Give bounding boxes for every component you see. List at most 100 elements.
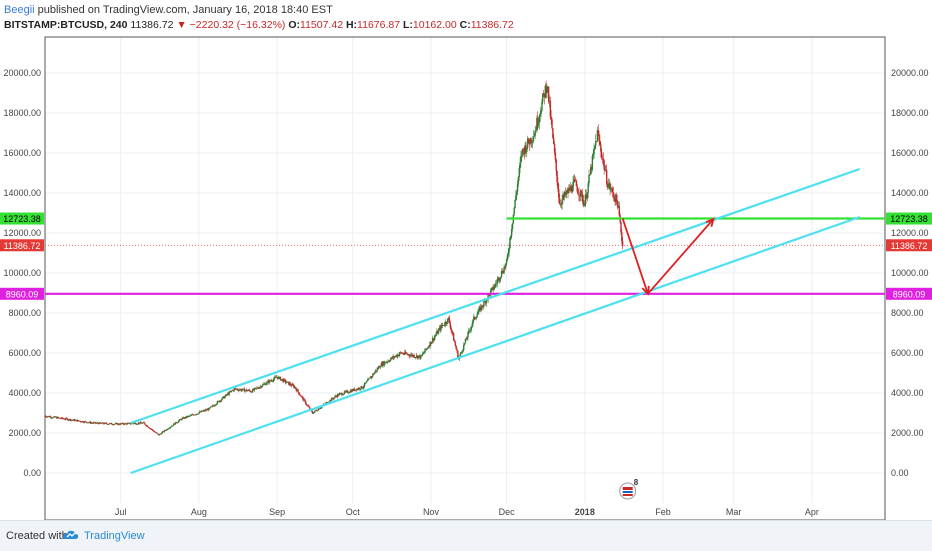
- candle-body: [49, 416, 51, 418]
- candle-body: [184, 417, 187, 419]
- candle-body: [465, 338, 467, 340]
- candle-body: [558, 197, 561, 205]
- x-tick-label: 2018: [575, 507, 595, 517]
- candle-body: [478, 308, 480, 313]
- candle-body: [378, 366, 381, 368]
- y-tick-label-right: 8000.00: [891, 308, 924, 318]
- candle-body: [255, 387, 257, 389]
- candle-body: [86, 422, 88, 424]
- candle-body: [470, 326, 473, 330]
- candle-body: [162, 431, 164, 433]
- candle-body: [538, 115, 541, 123]
- candle-body: [56, 417, 59, 419]
- candle-body: [68, 419, 71, 420]
- candle-body: [343, 391, 346, 394]
- price-chart[interactable]: 0.00 2000.00 4000.00 6000.00 8000.00 10000.00…: [0, 0, 932, 520]
- candle-body: [71, 419, 73, 421]
- candle-body: [361, 386, 363, 389]
- candle-body: [536, 118, 538, 131]
- candle-body: [621, 232, 623, 242]
- candle-body: [294, 386, 296, 388]
- candle-body: [150, 428, 152, 430]
- candle-body: [554, 152, 557, 160]
- y-tick-label-left: 14000.00: [3, 188, 41, 198]
- candle-body: [112, 424, 114, 426]
- candle-body: [94, 422, 97, 424]
- symbol-label: BITSTAMP:BTCUSD, 240: [4, 19, 128, 31]
- candle-body: [103, 423, 105, 425]
- candle-body: [77, 420, 80, 421]
- candle-body: [84, 421, 87, 423]
- y-tick-label-left: 12000.00: [3, 228, 41, 238]
- candle-body: [317, 408, 319, 411]
- candle-body: [390, 357, 393, 359]
- y-axis-right[interactable]: 0.00 2000.00 4000.00 6000.00 8000.00 10000.00…: [886, 68, 932, 478]
- candle-body: [389, 361, 391, 362]
- candle-body: [420, 355, 423, 356]
- price-tag-left: [0, 212, 44, 225]
- candle-body: [331, 398, 334, 399]
- candle-body: [209, 407, 211, 409]
- candle-body: [566, 189, 568, 193]
- x-tick-label: Oct: [346, 507, 361, 517]
- candle-body: [468, 330, 470, 333]
- candle-body: [256, 387, 258, 389]
- candle-body: [307, 405, 309, 407]
- candle-body: [392, 356, 394, 359]
- candle-body: [155, 432, 157, 434]
- tradingview-brand[interactable]: TradingView: [84, 530, 145, 542]
- candle-body: [358, 387, 361, 390]
- channel-trendline: [130, 215, 861, 475]
- candle-body: [602, 158, 605, 161]
- candle-body: [442, 325, 445, 326]
- candle-body: [50, 416, 52, 418]
- candle-body: [433, 337, 436, 341]
- candle-body: [429, 341, 431, 347]
- candle-body: [270, 380, 272, 382]
- candle-body: [145, 424, 147, 426]
- candle-body: [497, 277, 499, 280]
- candle-body: [588, 174, 590, 184]
- author-link[interactable]: Beegii: [4, 4, 35, 16]
- candle-body: [451, 329, 453, 333]
- candle-body: [405, 351, 407, 354]
- candle-body: [527, 138, 530, 143]
- candle-body: [461, 351, 463, 353]
- x-tick-label: Sep: [269, 507, 285, 517]
- price-tag-left-text: 12723.38: [3, 214, 41, 224]
- candle-body: [447, 318, 449, 324]
- candle-body: [162, 431, 165, 433]
- candle-body: [234, 388, 236, 390]
- candle-body: [426, 348, 428, 350]
- candle-body: [262, 384, 264, 387]
- candle-body: [247, 389, 250, 391]
- candle-body: [47, 416, 50, 417]
- candle-body: [316, 410, 319, 412]
- candle-body: [399, 352, 401, 355]
- event-badge[interactable]: 8: [619, 478, 639, 500]
- candle-body: [219, 400, 221, 402]
- tradingview-cloud-icon[interactable]: [62, 528, 80, 542]
- candle-body: [91, 422, 93, 424]
- candle-body: [541, 101, 543, 112]
- x-axis[interactable]: Jul Aug Sep Oct Nov Dec 2018 Feb Mar Apr: [115, 507, 819, 517]
- candle-body: [549, 100, 552, 117]
- candle-body: [199, 411, 202, 413]
- candle-body: [383, 361, 386, 365]
- candle-body: [504, 267, 506, 268]
- candle-body: [438, 327, 441, 330]
- candle-body: [274, 376, 277, 378]
- candle-body: [267, 380, 270, 383]
- candle-body: [469, 329, 472, 331]
- forecast-arrowhead: [705, 217, 715, 227]
- candle-body: [206, 409, 208, 411]
- channel-trendline: [130, 167, 861, 425]
- candle-body: [439, 327, 441, 331]
- candle-body: [224, 396, 226, 399]
- candle-body: [179, 419, 182, 421]
- candle-body: [140, 422, 143, 424]
- candle-body: [565, 192, 568, 196]
- candle-body: [92, 422, 94, 424]
- candle-body: [535, 130, 537, 132]
- candle-body: [204, 410, 206, 411]
